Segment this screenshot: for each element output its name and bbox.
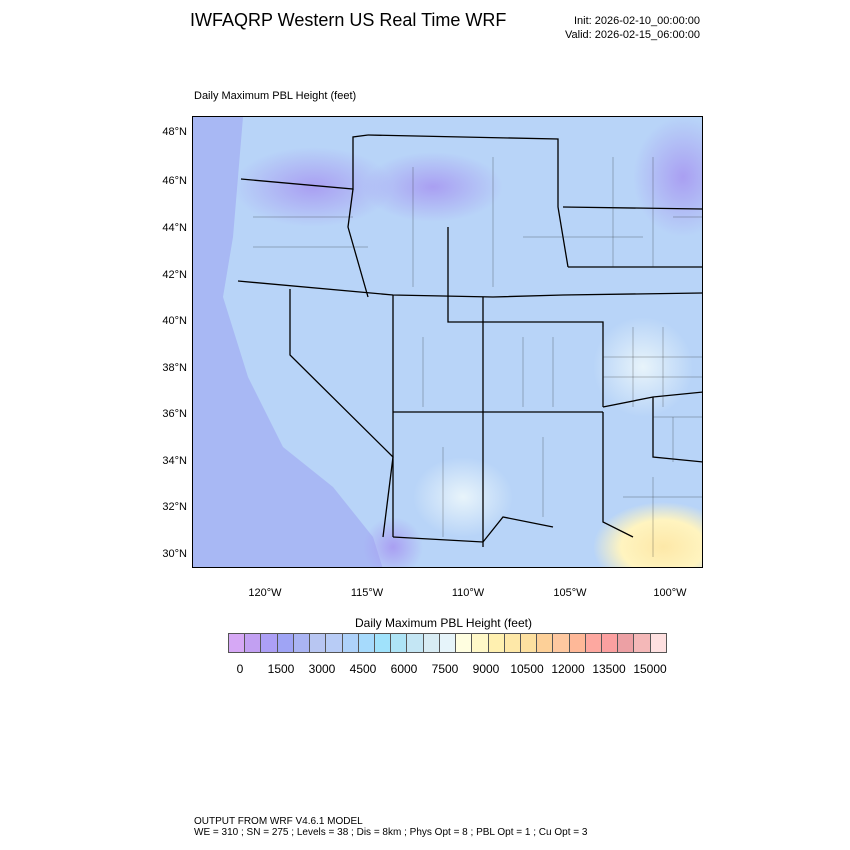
pbl-height-map [192,116,703,568]
lat-label: 36°N [162,408,187,420]
colorbar-swatch [423,634,440,652]
map-canvas [193,117,702,567]
colorbar-swatch [229,634,246,652]
colorbar-label: 7500 [431,662,459,676]
lat-label: 46°N [162,175,187,187]
colorbar-swatch [650,634,666,652]
lat-label: 34°N [162,455,187,467]
colorbar-swatch [537,634,554,652]
colorbar-swatch [456,634,473,652]
low-pbl-area [363,152,503,222]
valid-time: Valid: 2026-02-15_06:00:00 [565,29,700,41]
colorbar-swatch [374,634,392,652]
colorbar-swatch [488,634,505,652]
colorbar-swatch [310,634,327,652]
model-info: OUTPUT FROM WRF V4.6.1 MODEL WE = 310 ; … [194,816,587,838]
colorbar-label: 13500 [592,662,626,676]
lat-label: 40°N [162,315,187,327]
colorbar-swatch [634,634,651,652]
high-pbl-area [413,457,513,537]
colorbar-label: 4500 [349,662,377,676]
lat-label: 38°N [162,362,187,374]
colorbar-title: Daily Maximum PBL Height (feet) [355,616,532,630]
low-pbl-area [633,117,702,237]
colorbar-swatch [618,634,635,652]
lon-label: 105°W [553,587,587,599]
plot-title: IWFAQRP Western US Real Time WRF [190,10,507,30]
colorbar-swatch [342,634,359,652]
colorbar-swatch [439,634,457,652]
colorbar [228,633,667,653]
colorbar-swatch [569,634,586,652]
colorbar-swatch [602,634,619,652]
lat-label: 44°N [162,222,187,234]
colorbar-swatch [326,634,343,652]
colorbar-label: 3000 [308,662,336,676]
colorbar-label: 0 [236,662,244,676]
state-boundaries [237,134,702,547]
colorbar-swatch [358,634,375,652]
colorbar-swatch [261,634,278,652]
colorbar-swatch [472,634,489,652]
colorbar-label: 12000 [551,662,585,676]
map-subtitle: Daily Maximum PBL Height (feet) [194,90,357,102]
colorbar-label: 1500 [267,662,295,676]
colorbar-label: 9000 [472,662,500,676]
lon-label: 115°W [350,587,384,599]
lat-label: 42°N [162,269,187,281]
county-boundaries [253,157,702,557]
lon-label: 120°W [248,587,282,599]
lat-label: 32°N [162,501,187,513]
lon-label: 100°W [653,587,687,599]
lat-label: 30°N [162,548,187,560]
model-info-line1: OUTPUT FROM WRF V4.6.1 MODEL [194,816,363,827]
colorbar-swatch [293,634,311,652]
colorbar-swatch [391,634,408,652]
lon-label: 110°W [451,587,485,599]
colorbar-swatch [277,634,294,652]
lat-label: 48°N [162,126,187,138]
colorbar-swatch [520,634,538,652]
highest-pbl-area [593,502,702,567]
high-pbl-area [593,317,693,417]
colorbar-swatch [553,634,570,652]
colorbar-label: 10500 [510,662,544,676]
colorbar-label: 6000 [390,662,418,676]
colorbar-swatch [504,634,521,652]
time-info: Init: 2026-02-10_00:00:00 Valid: 2026-02… [565,14,700,42]
colorbar-label: 15000 [633,662,667,676]
init-time: Init: 2026-02-10_00:00:00 [574,15,700,27]
low-pbl-area [363,517,423,567]
colorbar-swatch [407,634,424,652]
colorbar-swatch [245,634,262,652]
ocean [193,117,383,567]
model-info-line2: WE = 310 ; SN = 275 ; Levels = 38 ; Dis … [194,827,588,838]
colorbar-swatch [585,634,603,652]
